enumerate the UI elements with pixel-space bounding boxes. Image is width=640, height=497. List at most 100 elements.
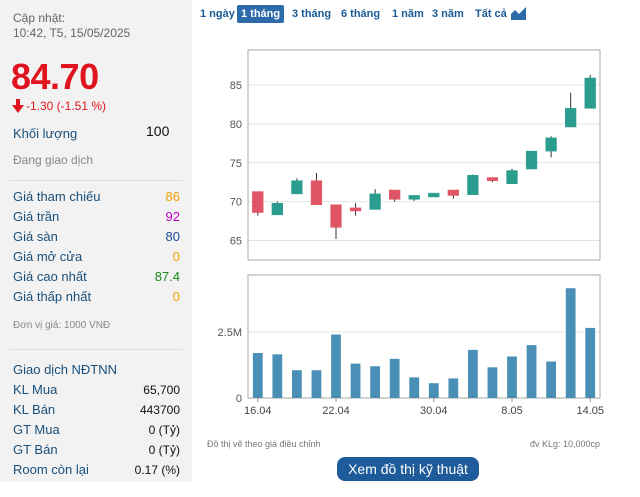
reference-price-label: Giá tham chiếu bbox=[13, 189, 101, 204]
quote-panel: Cập nhật: 10:42, T5, 15/05/2025 84.70 -1… bbox=[0, 0, 192, 482]
floor-price-value: 80 bbox=[165, 229, 180, 244]
candle-body bbox=[310, 180, 323, 206]
foreign-trading-title: Giao dịch NĐTNN bbox=[13, 362, 118, 377]
candle-body bbox=[428, 192, 440, 198]
candlestick-chart: 65 70 75 80 85 0 2.5M 16.04 22.04 30.04 8.05 14.0… bbox=[218, 49, 604, 417]
floor-price-label: Giá sàn bbox=[13, 229, 58, 244]
volume-bar bbox=[448, 378, 459, 398]
chart-footnote: Đồ thị vẽ theo giá điều chỉnh bbox=[207, 439, 321, 449]
candle-body bbox=[565, 108, 577, 128]
reference-price-value: 86 bbox=[165, 189, 180, 204]
candle-body bbox=[467, 174, 479, 195]
price-tick-label: 65 bbox=[230, 236, 242, 248]
timestamp: 10:42, T5, 15/05/2025 bbox=[13, 26, 131, 40]
tab-all[interactable]: Tất cả bbox=[475, 8, 507, 20]
divider bbox=[9, 349, 183, 350]
volume-label: Khối lượng bbox=[13, 126, 78, 141]
candle-body bbox=[447, 189, 459, 196]
foreign-buy-value-label: GT Mua bbox=[13, 422, 60, 437]
volume-bar bbox=[507, 356, 517, 398]
tab-1-month[interactable]: 1 tháng bbox=[237, 5, 285, 23]
candle-body bbox=[545, 137, 557, 152]
x-tick-label: 30.04 bbox=[420, 405, 448, 417]
volume-bar bbox=[526, 345, 537, 398]
trading-status: Đang giao dịch bbox=[13, 153, 94, 167]
ceiling-price-value: 92 bbox=[165, 209, 180, 224]
volume-tick-label: 0 bbox=[236, 393, 242, 405]
candle-body bbox=[349, 207, 362, 212]
candle-body bbox=[291, 180, 303, 195]
foreign-room-label: Room còn lại bbox=[13, 462, 89, 477]
candle-body bbox=[584, 77, 596, 109]
price-tick-label: 80 bbox=[230, 119, 242, 131]
tab-3-months[interactable]: 3 tháng bbox=[292, 8, 332, 20]
volume-bar bbox=[389, 358, 400, 398]
foreign-sell-value-label: GT Bán bbox=[13, 442, 58, 457]
volume-bar bbox=[331, 334, 341, 398]
low-price-label: Giá thấp nhất bbox=[13, 289, 92, 304]
volume-bar bbox=[292, 370, 302, 398]
volume-bar bbox=[428, 383, 439, 398]
high-price-value: 87.4 bbox=[154, 269, 180, 284]
view-technical-chart-button[interactable]: Xem đồ thị kỹ thuật bbox=[337, 457, 479, 481]
volume-unit-note: đv KLg: 10,000cp bbox=[530, 439, 601, 449]
volume-value: 100 bbox=[146, 123, 170, 139]
price-plot-frame bbox=[247, 49, 601, 261]
updated-label: Cập nhật: bbox=[13, 11, 66, 25]
candle-body bbox=[408, 195, 420, 200]
volume-bar bbox=[468, 349, 478, 398]
high-price-label: Giá cao nhất bbox=[13, 269, 87, 284]
tab-1-day[interactable]: 1 ngày bbox=[200, 8, 235, 20]
current-price: 84.70 bbox=[11, 56, 99, 97]
price-grid: 65 70 75 80 85 bbox=[230, 80, 600, 248]
x-tick-label: 14.05 bbox=[576, 405, 604, 417]
candle-body bbox=[389, 189, 401, 200]
volume-grid: 0 2.5M bbox=[218, 327, 600, 405]
candle-body bbox=[271, 202, 283, 216]
price-change: -1.30 (-1.51 %) bbox=[26, 99, 107, 113]
x-tick-label: 8.05 bbox=[501, 405, 522, 417]
volume-series bbox=[252, 288, 596, 398]
area-chart-icon[interactable] bbox=[511, 5, 526, 20]
volume-bar bbox=[370, 366, 380, 398]
foreign-sell-value-value: 0 (Tỷ) bbox=[148, 443, 180, 457]
volume-bar bbox=[409, 377, 420, 398]
price-tick-label: 75 bbox=[230, 158, 242, 170]
foreign-buy-volume-label: KL Mua bbox=[13, 382, 58, 397]
price-tick-label: 70 bbox=[230, 197, 242, 209]
candle-body bbox=[486, 177, 499, 181]
candle-body bbox=[506, 170, 518, 185]
x-tick-label: 16.04 bbox=[244, 405, 272, 417]
tab-6-months[interactable]: 6 tháng bbox=[341, 8, 381, 20]
volume-bar bbox=[487, 367, 498, 398]
foreign-room-value: 0.17 (%) bbox=[134, 463, 180, 477]
volume-bar bbox=[252, 353, 263, 398]
ceiling-price-label: Giá trần bbox=[13, 209, 60, 224]
candle-body bbox=[369, 193, 381, 210]
volume-bar bbox=[350, 363, 361, 398]
tab-3-years[interactable]: 3 năm bbox=[432, 8, 464, 20]
candle-body bbox=[330, 204, 342, 228]
foreign-buy-value-value: 0 (Tỷ) bbox=[148, 423, 180, 437]
volume-plot-frame bbox=[247, 274, 601, 399]
tab-1-year[interactable]: 1 năm bbox=[392, 8, 424, 20]
volume-bar bbox=[585, 327, 596, 398]
candle-body bbox=[252, 191, 264, 213]
volume-bar bbox=[311, 370, 322, 398]
volume-bar bbox=[565, 288, 576, 398]
open-price-label: Giá mở cửa bbox=[13, 249, 83, 264]
foreign-sell-volume-label: KL Bán bbox=[13, 402, 56, 417]
foreign-buy-volume-value: 65,700 bbox=[143, 383, 180, 397]
x-tick-label: 22.04 bbox=[322, 405, 350, 417]
open-price-value: 0 bbox=[172, 249, 180, 264]
candle-series bbox=[252, 74, 596, 239]
price-unit-note: Đơn vị giá: 1000 VNĐ bbox=[13, 320, 111, 331]
volume-bar bbox=[272, 354, 283, 398]
divider bbox=[9, 180, 183, 181]
low-price-value: 0 bbox=[172, 289, 180, 304]
down-arrow-icon bbox=[12, 99, 24, 113]
volume-bar bbox=[546, 361, 556, 398]
volume-tick-label: 2.5M bbox=[218, 327, 242, 339]
foreign-sell-volume-value: 443700 bbox=[139, 403, 180, 417]
candle-body bbox=[525, 150, 538, 170]
